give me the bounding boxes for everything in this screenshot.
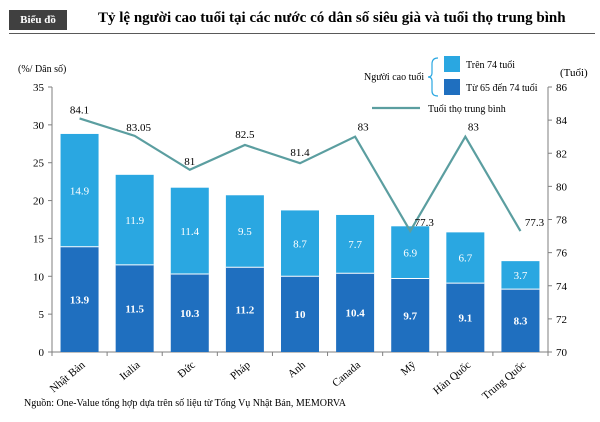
bar-upper-label: 11.4 <box>180 226 199 238</box>
bar-upper <box>115 174 154 265</box>
left-tick-label: 10 <box>33 271 45 283</box>
chart-title: Tỷ lệ người cao tuổi tại các nước có dân… <box>98 10 566 26</box>
legend-label-line: Tuổi thọ trung bình <box>428 104 506 115</box>
right-tick-label: 76 <box>556 248 568 260</box>
left-tick-label: 5 <box>39 309 45 321</box>
line-point-label: 83 <box>468 122 480 134</box>
x-tick-label: Mỹ <box>399 359 419 378</box>
bar-upper <box>281 210 319 277</box>
line-point-label: 77.3 <box>415 217 435 229</box>
title-divider <box>9 33 595 34</box>
right-tick-label: 86 <box>556 82 568 94</box>
chart-bars: 13.9 14.9 11.5 11.9 10.3 11.4 11.2 9.5 10 8.7 10.4… <box>60 133 540 352</box>
bar-upper-label: 8.7 <box>293 238 307 250</box>
right-tick-label: 78 <box>556 215 568 227</box>
right-tick-label: 70 <box>556 347 568 359</box>
bar-lower <box>446 283 485 352</box>
line-point-label: 81 <box>184 156 195 168</box>
left-tick-label: 30 <box>33 120 45 132</box>
bar-lower-label: 10.3 <box>180 308 200 320</box>
left-tick-label: 20 <box>33 196 45 208</box>
right-tick-label: 82 <box>556 148 567 160</box>
chart-legend: Người cao tuổi Trên 74 tuổi Từ 65 đến 74 t… <box>364 56 538 115</box>
right-tick-label: 72 <box>556 314 567 326</box>
legend-label-lower: Từ 65 đến 74 tuổi <box>466 83 538 94</box>
bar-upper-label: 11.9 <box>125 215 144 227</box>
life-expectancy-line-group: 84.1 83.05 81 82.5 81.4 83 77.3 83 77.3 <box>70 104 545 234</box>
bar-lower-label: 11.5 <box>125 303 144 315</box>
bar-upper <box>501 261 540 290</box>
left-tick-label: 25 <box>33 158 45 170</box>
bar-lower-label: 10.4 <box>345 308 365 320</box>
x-tick-label: Canada <box>330 359 363 389</box>
bar-lower-label: 8.3 <box>514 316 528 328</box>
right-tick-label: 84 <box>556 115 568 127</box>
right-axis-label: (Tuổi) <box>560 67 588 79</box>
line-point-label: 84.1 <box>70 104 89 116</box>
left-tick-label: 15 <box>33 233 45 245</box>
x-tick-label: Hàn Quốc <box>431 359 473 397</box>
bar-lower-label: 10 <box>295 309 307 321</box>
left-tick-label: 35 <box>33 82 45 94</box>
line-point-label: 82.5 <box>235 129 255 141</box>
legend-label-upper: Trên 74 tuổi <box>466 60 515 71</box>
bar-lower <box>501 289 540 352</box>
legend-group-label: Người cao tuổi <box>364 72 424 83</box>
line-point-label: 83 <box>358 122 370 134</box>
line-point-label: 81.4 <box>290 147 310 159</box>
bar-upper <box>446 232 485 284</box>
bar-upper-label: 7.7 <box>348 239 362 251</box>
x-tick-label: Italia <box>118 359 143 383</box>
x-tick-label: Nhật Bản <box>48 359 88 395</box>
bar-upper-label: 3.7 <box>514 270 528 282</box>
bar-lower-label: 11.2 <box>236 305 255 317</box>
bar-upper <box>225 195 264 268</box>
bar-lower-label: 9.1 <box>458 313 472 325</box>
chart-badge: Biểu đồ <box>9 10 67 30</box>
x-tick-label: Anh <box>286 359 309 381</box>
bar-lower-label: 13.9 <box>70 294 90 306</box>
bar-lower <box>170 274 209 352</box>
legend-brace <box>427 57 439 97</box>
bar-upper <box>391 226 430 279</box>
bar-lower <box>60 246 99 352</box>
bar-lower <box>281 276 319 352</box>
bar-upper-label: 6.9 <box>403 247 417 259</box>
bar-upper <box>60 133 99 247</box>
bar-lower <box>336 273 375 352</box>
line-point-label: 77.3 <box>525 217 545 229</box>
right-tick-label: 80 <box>556 181 568 193</box>
right-tick-label: 74 <box>556 281 568 293</box>
line-point-label: 83.05 <box>126 122 151 134</box>
bar-upper <box>336 214 375 274</box>
x-tick-label: Đức <box>176 359 198 380</box>
bar-upper-label: 6.7 <box>458 253 472 265</box>
bar-lower <box>391 278 430 352</box>
life-expectancy-line <box>79 117 522 234</box>
left-tick-label: 0 <box>39 347 45 359</box>
source-note: Nguồn: One-Value tổng hợp dựa trên số li… <box>24 398 346 409</box>
x-tick-label: Trung Quốc <box>480 359 528 402</box>
bar-upper <box>170 187 209 275</box>
x-tick-label: Pháp <box>228 359 253 383</box>
bar-lower-label: 9.7 <box>403 310 417 322</box>
bar-upper-label: 14.9 <box>70 185 90 197</box>
left-axis-label: (%/ Dân số) <box>18 64 66 75</box>
bar-lower <box>115 264 154 352</box>
legend-swatch-lower <box>444 79 460 95</box>
legend-swatch-upper <box>444 56 460 72</box>
bar-upper-label: 9.5 <box>238 226 252 238</box>
bar-lower <box>225 267 264 352</box>
